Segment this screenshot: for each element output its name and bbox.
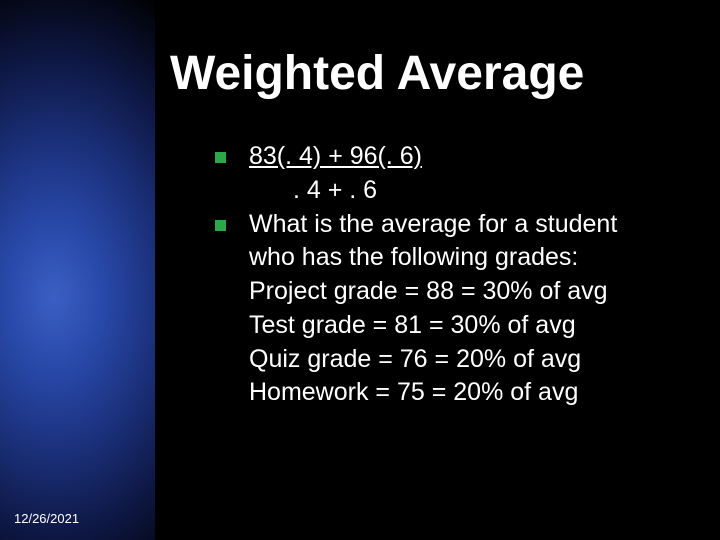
bullet-text: What is the average for a student — [249, 210, 617, 238]
footer-date: 12/26/2021 — [14, 511, 79, 526]
side-gradient-panel — [0, 0, 155, 540]
bullet-continuation: Homework = 75 = 20% of avg — [215, 376, 695, 410]
bullet-sub-text: . 4 + . 6 — [215, 174, 695, 208]
bullet-item: 83(. 4) + 96(. 6) — [215, 140, 695, 174]
square-bullet-icon — [215, 152, 226, 163]
square-bullet-icon — [215, 220, 226, 231]
bullet-continuation: Project grade = 88 = 30% of avg — [215, 275, 695, 309]
bullet-item: What is the average for a student — [215, 208, 695, 242]
slide: Weighted Average 83(. 4) + 96(. 6) . 4 +… — [0, 0, 720, 540]
bullet-continuation: Quiz grade = 76 = 20% of avg — [215, 343, 695, 377]
slide-title: Weighted Average — [170, 46, 710, 101]
bullet-continuation: Test grade = 81 = 30% of avg — [215, 309, 695, 343]
bullet-continuation: who has the following grades: — [215, 241, 695, 275]
slide-content: 83(. 4) + 96(. 6) . 4 + . 6 What is the … — [215, 140, 695, 410]
bullet-text-underlined: 83(. 4) + 96(. 6) — [249, 142, 422, 170]
